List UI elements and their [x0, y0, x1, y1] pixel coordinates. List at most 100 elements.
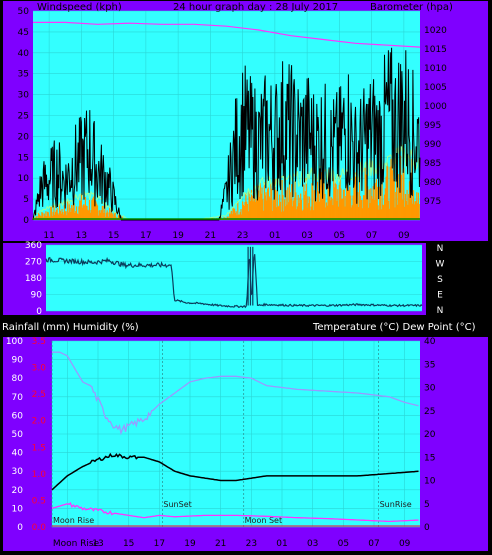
- humidity-y-tick-label: 10: [12, 504, 24, 514]
- sun-moon-annotation: Moon Set: [245, 516, 282, 525]
- humidity-y-tick-label: 40: [12, 449, 24, 459]
- gust-average-line: [32, 144, 421, 221]
- temperature-y-tick-label: 20: [424, 430, 436, 440]
- wind-x-tick-label: 05: [334, 231, 345, 241]
- wind-y-tick-label: 35: [18, 70, 29, 80]
- wind-y-tick-label: 10: [18, 174, 30, 184]
- rainfall-y-tick-label: 2.5: [32, 390, 46, 400]
- sun-moon-annotation: SunRise: [380, 500, 412, 509]
- wind-x-tick-label: 11: [43, 231, 54, 241]
- barometer-y-tick-label: 975: [424, 197, 441, 207]
- direction-line: [45, 254, 423, 309]
- temperature-line: [51, 452, 419, 491]
- direction-y-tick-label: 90: [31, 291, 43, 301]
- barometer-y-tick-label: 1015: [424, 45, 447, 55]
- sun-moon-annotation: SunSet: [163, 500, 191, 509]
- temperature-x-tick-label: 07: [368, 539, 379, 549]
- wind-y-tick-label: 40: [18, 49, 30, 59]
- rainfall-y-tick-label: 0.5: [32, 496, 46, 506]
- rainfall-y-tick-label: 0.0: [32, 523, 47, 533]
- direction-y-tick-label: 270: [25, 258, 42, 268]
- humidity-y-tick-label: 60: [12, 411, 24, 421]
- barometer-y-tick-label: 1010: [424, 64, 447, 74]
- temperature-y-tick-label: 15: [424, 453, 435, 463]
- direction-letters-bg: [426, 243, 488, 315]
- humidity-line: [52, 351, 419, 436]
- humidity-y-tick-label: 0: [17, 523, 23, 533]
- wind-y-tick-label: 20: [18, 132, 30, 142]
- humidity-y-tick-label: 30: [12, 467, 24, 477]
- direction-y-tick-label: 0: [36, 307, 42, 317]
- temperature-x-tick-label: 17: [154, 539, 165, 549]
- wind-x-tick-label: 03: [301, 231, 312, 241]
- direction-compass-label: N: [437, 244, 444, 254]
- wind-y-tick-label: 30: [18, 91, 30, 101]
- wind-x-tick-label: 13: [76, 231, 87, 241]
- direction-y-tick-label: 360: [25, 241, 42, 251]
- temperature-x-tick-label: 05: [338, 539, 349, 549]
- sun-moon-annotation: Moon Rise: [53, 516, 94, 525]
- wind-x-tick-label: 19: [172, 231, 184, 241]
- rainfall-y-tick-label: 3.0: [32, 364, 47, 374]
- temperature-x-tick-label: 01: [276, 539, 287, 549]
- wind-x-tick-label: 09: [398, 231, 410, 241]
- windspeed-line: [32, 47, 421, 221]
- direction-compass-label: S: [437, 275, 443, 285]
- temperature-y-tick-label: 35: [424, 360, 435, 370]
- wind-x-tick-label: 01: [269, 231, 280, 241]
- temperature-chart: 01020304050607080901000.00.51.01.52.02.5…: [6, 337, 436, 549]
- temperature-x-tick-label: 23: [246, 539, 257, 549]
- rainfall-y-tick-label: 3.5: [32, 337, 46, 347]
- wind-y-tick-label: 50: [18, 7, 30, 17]
- temperature-x-tick-label: 15: [123, 539, 134, 549]
- temperature-y-tick-label: 5: [424, 500, 430, 510]
- rainfall-y-tick-label: 1.5: [32, 443, 46, 453]
- wind-y-tick-label: 5: [23, 195, 29, 205]
- barometer-label: Barometer (hpa): [370, 2, 453, 13]
- direction-compass-label: W: [436, 260, 445, 270]
- barometer-line: [33, 21, 421, 48]
- direction-y-tick-label: 180: [25, 274, 42, 284]
- wind-x-tick-label: 21: [205, 231, 216, 241]
- temperature-dewpoint-label: Temperature (°C) Dew Point (°C): [312, 322, 476, 333]
- wind-y-tick-label: 45: [18, 28, 29, 38]
- humidity-y-tick-label: 50: [12, 430, 24, 440]
- humidity-y-tick-label: 20: [12, 486, 24, 496]
- temperature-x-tick-label: 13: [92, 539, 103, 549]
- wind-x-tick-label: 15: [108, 231, 119, 241]
- direction-compass-label: E: [437, 291, 443, 301]
- wind-x-tick-label: 07: [366, 231, 377, 241]
- temperature-x-tick-label: 09: [399, 539, 411, 549]
- barometer-y-tick-label: 980: [424, 178, 441, 188]
- dewpoint-line: [51, 502, 419, 523]
- humidity-y-tick-label: 70: [12, 393, 24, 403]
- barometer-y-tick-label: 985: [424, 159, 441, 169]
- humidity-y-tick-label: 80: [12, 374, 24, 384]
- temperature-y-tick-label: 25: [424, 407, 435, 417]
- rainfall-y-tick-label: 1.0: [32, 470, 47, 480]
- temperature-x-tick-label: 03: [307, 539, 318, 549]
- temperature-y-tick-label: 30: [424, 384, 436, 394]
- graph-title: 24 hour graph day : 28 July 2017: [173, 2, 338, 13]
- temperature-y-tick-label: 0: [424, 523, 430, 533]
- barometer-y-tick-label: 995: [424, 121, 441, 131]
- wind-x-tick-label: 23: [237, 231, 248, 241]
- wind-y-tick-label: 25: [18, 112, 29, 122]
- temperature-y-tick-label: 40: [424, 337, 436, 347]
- barometer-y-tick-label: 1005: [424, 83, 447, 93]
- rainfall-humidity-label: Rainfall (mm) Humidity (%): [2, 322, 139, 333]
- rainfall-y-tick-label: 2.0: [32, 417, 47, 427]
- temperature-x-tick-label: Moon Rise: [53, 539, 100, 549]
- barometer-y-tick-label: 1000: [424, 102, 447, 112]
- barometer-y-tick-label: 1020: [424, 26, 447, 36]
- humidity-y-tick-label: 100: [6, 337, 23, 347]
- direction-compass-label: N: [437, 306, 444, 316]
- windspeed-label: Windspeed (kph): [37, 2, 122, 13]
- humidity-y-tick-label: 90: [12, 356, 24, 366]
- middle-header-bg: [0, 318, 492, 336]
- temperature-x-tick-label: 21: [215, 539, 226, 549]
- barometer-y-tick-label: 990: [424, 140, 441, 150]
- temperature-x-tick-label: 19: [184, 539, 196, 549]
